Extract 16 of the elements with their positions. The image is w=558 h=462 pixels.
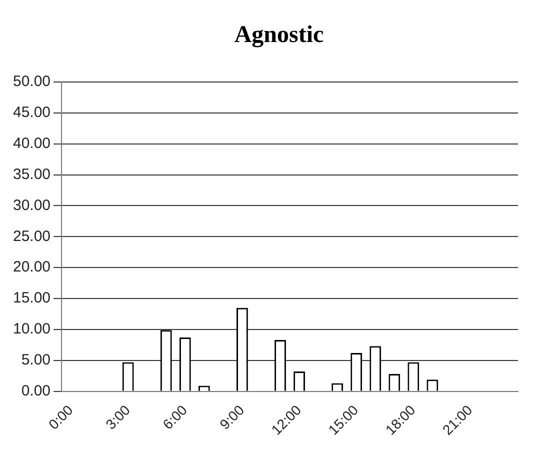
y-tick-label: 15.00: [12, 290, 51, 307]
y-tick-label: 25.00: [12, 228, 51, 245]
y-tick-label: 50.00: [12, 73, 51, 90]
y-tick-label: 45.00: [12, 104, 51, 122]
x-tick-label: 0:00: [45, 402, 76, 432]
x-tick-label: 3:00: [102, 402, 134, 432]
y-tick-label: 0.00: [21, 382, 51, 400]
chart-title: Agnostic: [233, 22, 325, 50]
y-tick-label: 20.00: [12, 258, 51, 276]
y-tick-label: 10.00: [12, 320, 51, 338]
y-tick-label: 40.00: [12, 135, 51, 152]
y-tick-label: 5.00: [21, 352, 51, 369]
x-tick-label: 6:00: [159, 402, 190, 432]
x-tick-label: 9:00: [216, 402, 248, 432]
y-tick-label: 30.00: [12, 196, 51, 214]
y-tick-label: 35.00: [12, 166, 51, 183]
